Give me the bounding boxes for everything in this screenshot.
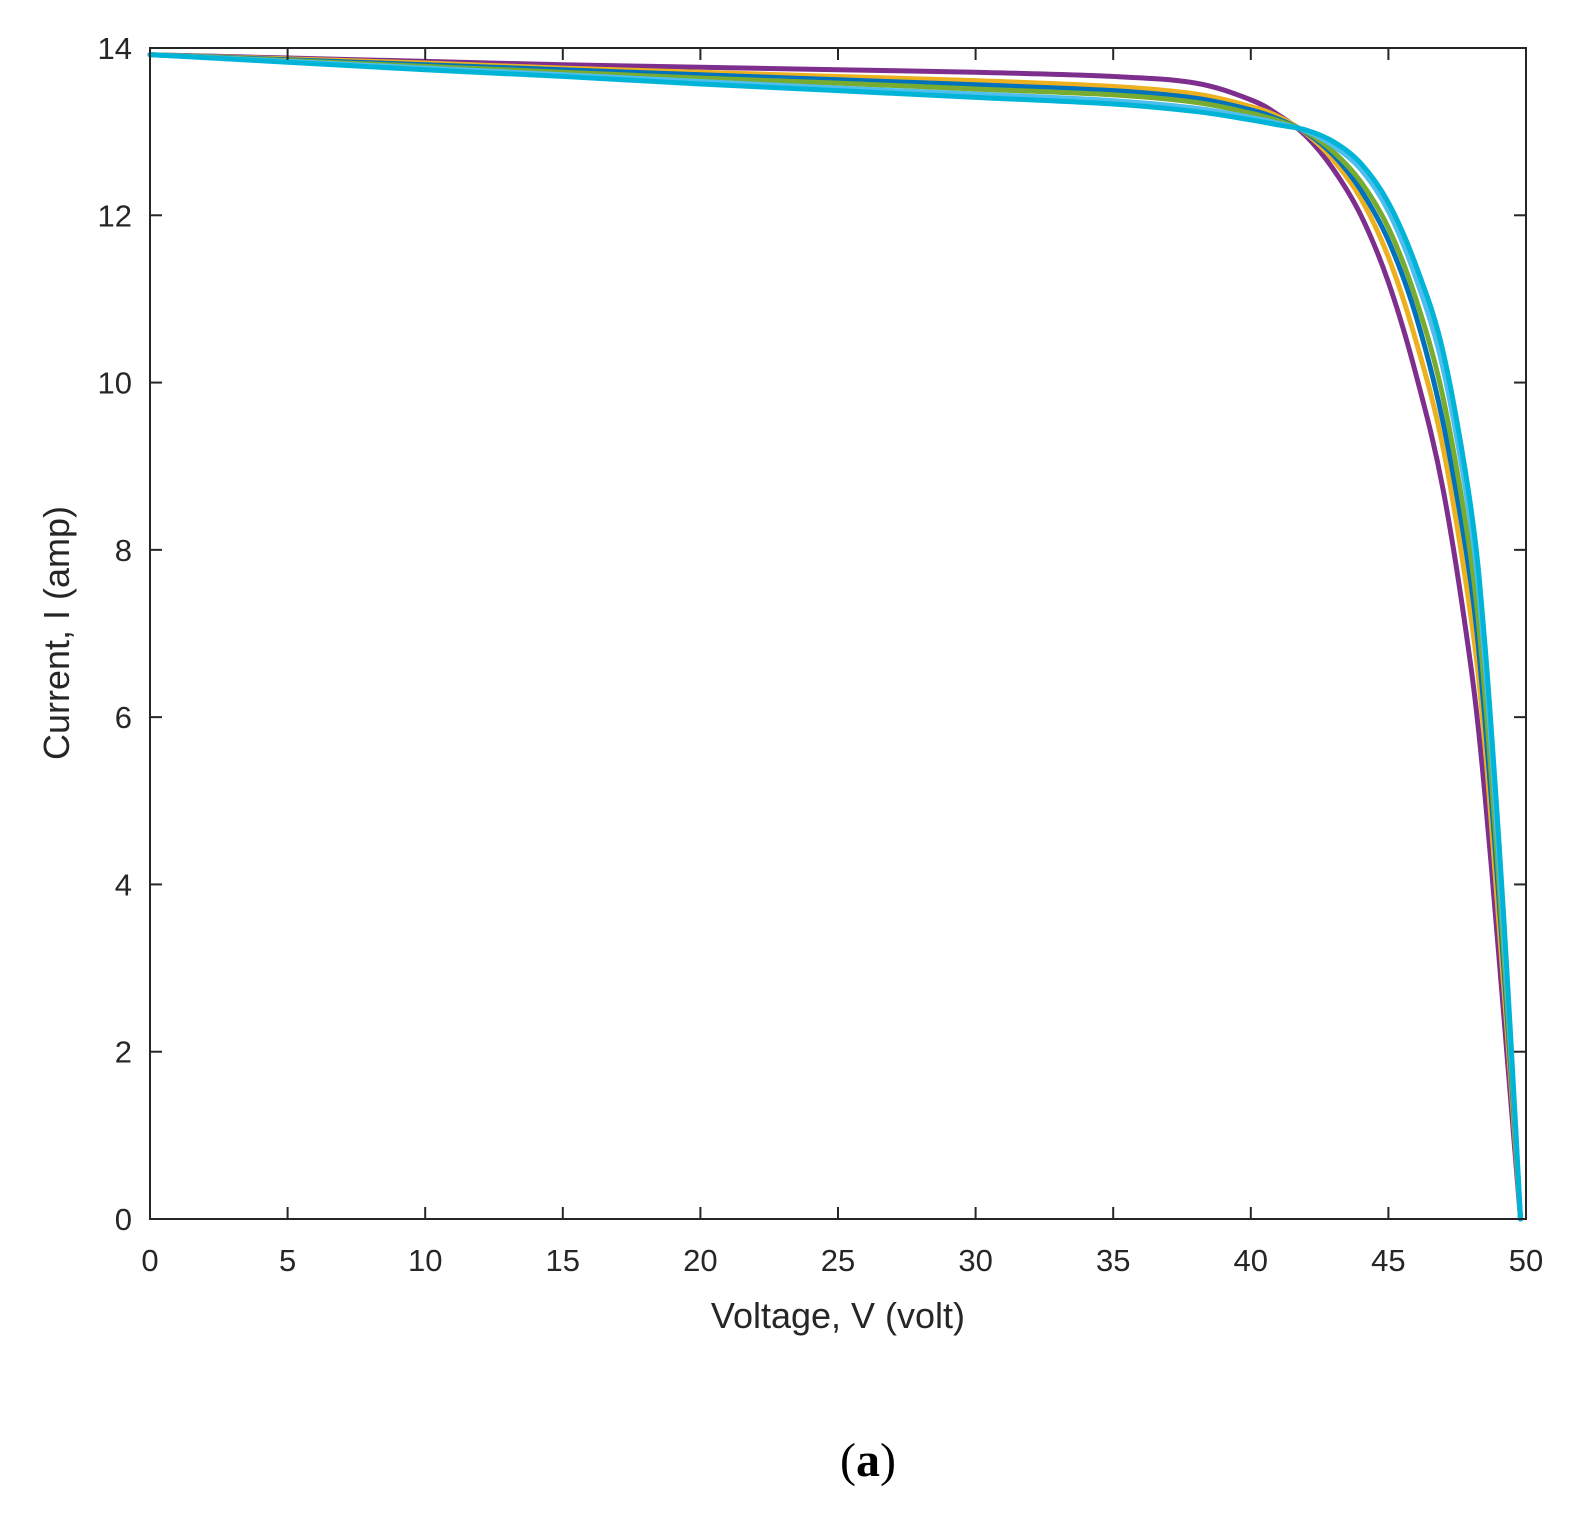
- x-tick-label: 10: [408, 1243, 442, 1278]
- caption-close-paren: ): [880, 1434, 896, 1487]
- y-tick-label: 8: [115, 533, 132, 568]
- x-tick-label: 35: [1096, 1243, 1130, 1278]
- x-tick-label: 45: [1371, 1243, 1405, 1278]
- x-axis-label: Voltage, V (volt): [711, 1295, 965, 1336]
- x-tick-label: 40: [1234, 1243, 1268, 1278]
- tick-group: 0 5 10 15 20 25 30 35 40 45 50 0 2 4 6 8 10 12 14: [98, 31, 1544, 1278]
- y-tick-label: 12: [98, 198, 132, 233]
- figure-caption: (a): [840, 1434, 896, 1487]
- y-tick-label: 10: [98, 366, 132, 401]
- x-tick-label: 0: [141, 1243, 158, 1278]
- y-tick-label: 4: [115, 867, 132, 902]
- plot-background: [150, 48, 1526, 1219]
- x-tick-label: 30: [958, 1243, 992, 1278]
- y-axis-label: Current, I (amp): [36, 506, 77, 760]
- x-tick-label: 5: [279, 1243, 296, 1278]
- caption-open-paren: (: [840, 1434, 856, 1487]
- y-tick-label: 6: [115, 700, 132, 735]
- x-tick-label: 50: [1509, 1243, 1543, 1278]
- plot-frame: [149, 47, 1527, 1220]
- x-tick-label: 25: [821, 1243, 855, 1278]
- caption-letter: a: [856, 1434, 880, 1487]
- y-tick-label: 14: [98, 31, 132, 66]
- x-tick-label: 15: [546, 1243, 580, 1278]
- series-group: [147, 52, 1523, 1222]
- y-tick-label: 2: [115, 1035, 132, 1070]
- series-line-6: [147, 52, 1523, 1222]
- y-tick-label: 0: [115, 1202, 132, 1237]
- x-tick-label: 20: [683, 1243, 717, 1278]
